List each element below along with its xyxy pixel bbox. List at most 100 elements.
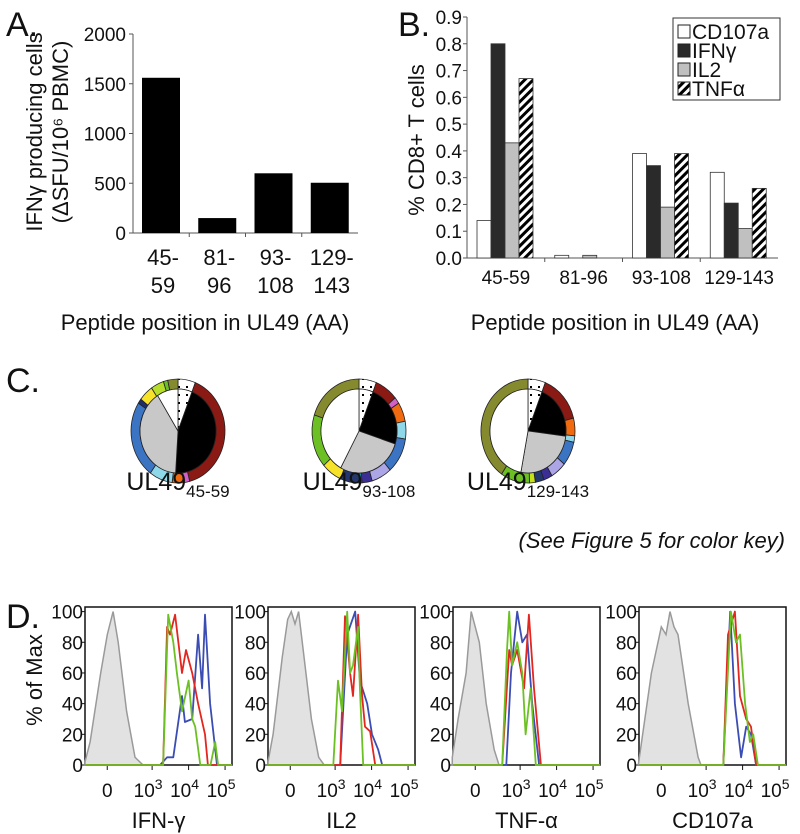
- y-tick-label: 20: [62, 725, 83, 746]
- x-tick-label: 103: [134, 776, 163, 802]
- y-tick-label: 100: [51, 603, 83, 624]
- y-tick-label: 0: [115, 224, 126, 245]
- y-tick-label: 80: [62, 633, 83, 654]
- x-tick-label: 81-96: [559, 268, 608, 289]
- x-tick-base: 0: [656, 781, 667, 802]
- x-tick-label: 45-59: [482, 268, 531, 289]
- legend-box: [672, 17, 781, 101]
- legend-swatch-hatch: [677, 81, 691, 96]
- y-tick-label: 100: [605, 603, 637, 624]
- panel-c-pies: (See Figure 5 for color key) UL4945-59 UL…: [126, 378, 785, 553]
- panel-b-xlabel: Peptide position in UL49 (AA): [471, 310, 760, 335]
- pie-label: UL4993-108: [303, 468, 416, 501]
- y-tick-label: 0.7: [436, 62, 462, 83]
- color-key-note: (See Figure 5 for color key): [518, 528, 785, 553]
- histogram-xlabel: IL2: [326, 808, 357, 833]
- y-tick-label: 40: [430, 695, 451, 716]
- bar-CD107a-81-96: [554, 254, 570, 259]
- panel-d-ylabel: % of Max: [22, 634, 47, 726]
- y-tick-label: 100: [419, 603, 451, 624]
- pie-label-subscript: 45-59: [186, 482, 229, 501]
- x-tick-exponent: 5: [596, 776, 604, 792]
- x-tick-label: 96: [207, 273, 231, 298]
- panel-b-bar-chart: % CD8+ T cells Peptide position in UL49 …: [404, 8, 781, 335]
- bar-IL2-81-96: [582, 254, 598, 259]
- legend-label: IL2: [692, 59, 721, 82]
- pie-label-subscript: 129-143: [527, 482, 589, 501]
- x-tick-label: 105: [207, 776, 236, 802]
- y-tick-label: 0.2: [436, 195, 462, 216]
- x-tick-label: 104: [538, 776, 567, 802]
- x-tick-base: 10: [134, 781, 155, 802]
- pie-label-main: UL49: [467, 468, 527, 496]
- y-tick-label: 0: [255, 756, 266, 777]
- histogram-series-red: [268, 613, 415, 766]
- bar-IL2-93-108: [660, 206, 675, 259]
- x-tick-exponent: 4: [374, 776, 382, 792]
- panel-label-b: B.: [398, 6, 430, 44]
- histogram-series-blue: [453, 610, 600, 766]
- y-tick-label: 0.8: [436, 35, 462, 56]
- y-tick-label: 40: [616, 695, 637, 716]
- y-tick-label: 80: [616, 633, 637, 654]
- x-tick-label: 93-: [260, 245, 292, 270]
- pie-label-subscript: 93-108: [362, 482, 415, 501]
- pie-chart-129-143: UL49129-143: [467, 378, 589, 501]
- legend-label: TNFα: [692, 78, 745, 101]
- histogram-series-green: [639, 610, 786, 766]
- y-tick-label: 40: [62, 695, 83, 716]
- x-tick-exponent: 3: [338, 776, 346, 792]
- x-tick-base: 10: [502, 781, 523, 802]
- y-tick-label: 20: [245, 725, 266, 746]
- x-tick-exponent: 4: [745, 776, 753, 792]
- pie-label: UL49129-143: [467, 468, 589, 501]
- panel-label-d: D.: [6, 598, 40, 636]
- pie-outer-slice: [395, 420, 407, 440]
- x-tick-base: 0: [285, 781, 296, 802]
- y-tick-label: 0: [440, 756, 451, 777]
- x-tick-label: 104: [353, 776, 382, 802]
- x-tick-base: 10: [317, 781, 338, 802]
- bar-IFNγ-93-108: [646, 165, 661, 259]
- panel-a-xlabel: Peptide position in UL49 (AA): [61, 310, 350, 335]
- y-tick-label: 100: [234, 603, 266, 624]
- y-tick-label: 2000: [84, 25, 126, 46]
- x-tick-base: 10: [724, 781, 745, 802]
- pie-label-main: UL49: [303, 468, 363, 496]
- x-tick-exponent: 4: [559, 776, 567, 792]
- y-tick-label: 0.5: [436, 115, 462, 136]
- y-tick-label: 0.3: [436, 169, 462, 190]
- x-tick-label: 0: [102, 781, 113, 802]
- pie-inner-slice: [320, 388, 360, 469]
- panel-a-ylabel-line1: IFNγ producing cells: [22, 32, 47, 231]
- y-tick-label: 1000: [84, 125, 126, 146]
- histogram-xlabel: CD107a: [672, 808, 753, 833]
- y-tick-label: 0: [72, 756, 83, 777]
- panel-b-ylabel: % CD8+ T cells: [404, 64, 429, 215]
- pie-inner-slice: [157, 388, 179, 433]
- pie-inner-slice: [358, 391, 398, 445]
- pie-label: UL4945-59: [126, 468, 229, 501]
- y-tick-label: 60: [430, 664, 451, 685]
- x-tick-label: 105: [575, 776, 604, 802]
- y-tick-label: 80: [430, 633, 451, 654]
- y-tick-label: 0: [626, 756, 637, 777]
- y-tick-label: 1500: [84, 75, 126, 96]
- x-tick-base: 10: [207, 781, 228, 802]
- x-tick-label: 129-: [310, 245, 354, 270]
- bar-CD107a-93-108: [632, 153, 647, 259]
- pie-inner-slice: [489, 388, 529, 473]
- x-tick-base: 10: [688, 781, 709, 802]
- x-tick-label: 59: [151, 273, 175, 298]
- x-tick-label: 45-: [147, 245, 179, 270]
- pie-inner-slice: [175, 391, 217, 474]
- bar-IFNγ-45-59: [490, 43, 506, 259]
- y-tick-label: 40: [245, 695, 266, 716]
- y-tick-label: 60: [616, 664, 637, 685]
- histogram-series-blue: [268, 610, 415, 766]
